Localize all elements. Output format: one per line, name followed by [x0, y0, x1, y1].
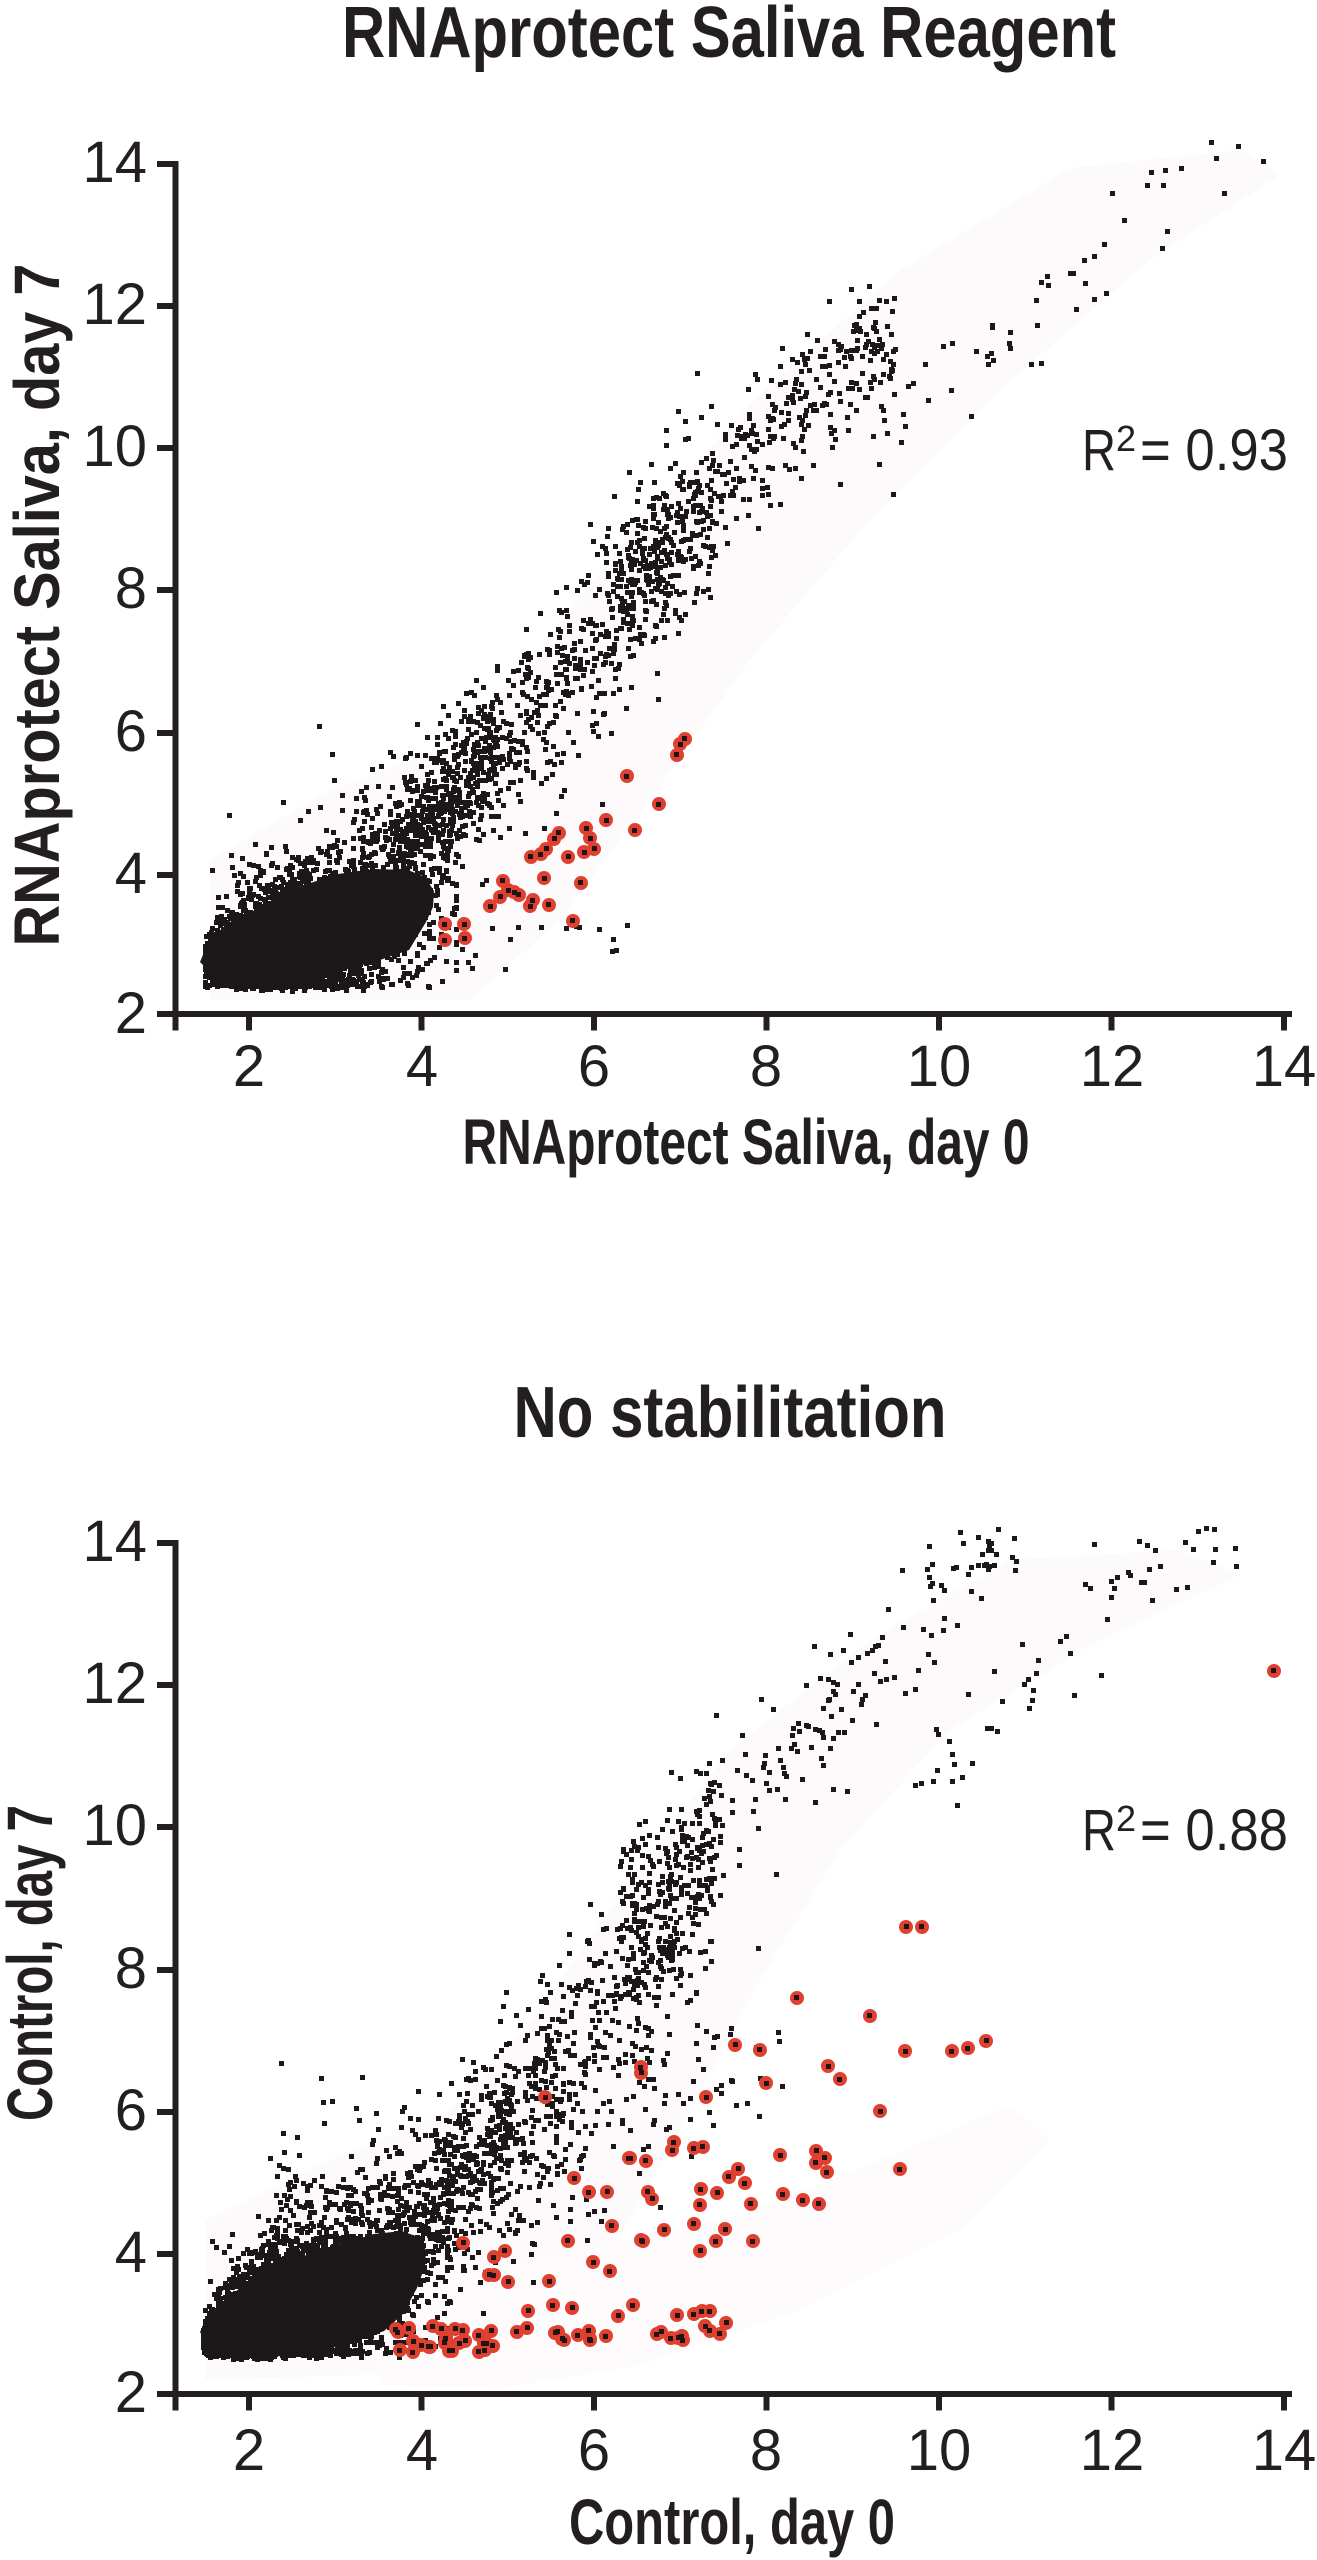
svg-text:14: 14 [1252, 1034, 1317, 1099]
svg-text:6: 6 [578, 2418, 610, 2483]
svg-text:14: 14 [82, 1509, 147, 1574]
svg-text:RNAprotect Saliva, day 0: RNAprotect Saliva, day 0 [463, 1106, 1030, 1178]
svg-text:6: 6 [115, 2078, 147, 2143]
svg-text:10: 10 [907, 2418, 972, 2483]
svg-text:8: 8 [750, 2418, 782, 2483]
svg-text:4: 4 [115, 2220, 147, 2285]
svg-text:12: 12 [1080, 1034, 1145, 1099]
svg-text:Control, day 0: Control, day 0 [569, 2486, 895, 2558]
svg-text:= 0.88: = 0.88 [1140, 1798, 1288, 1863]
svg-text:2: 2 [115, 981, 147, 1046]
svg-text:4: 4 [115, 841, 147, 906]
svg-text:6: 6 [578, 1034, 610, 1099]
svg-text:8: 8 [115, 556, 147, 621]
svg-text:14: 14 [82, 130, 147, 195]
svg-text:RNAprotect Saliva, day 7: RNAprotect Saliva, day 7 [1, 264, 73, 947]
svg-text:12: 12 [82, 272, 147, 337]
svg-text:= 0.93: = 0.93 [1140, 418, 1288, 483]
svg-text:Control, day 7: Control, day 7 [0, 1805, 66, 2121]
svg-text:R: R [1082, 418, 1116, 483]
svg-text:10: 10 [907, 1034, 972, 1099]
svg-text:12: 12 [82, 1651, 147, 1716]
svg-text:4: 4 [406, 2418, 438, 2483]
svg-text:10: 10 [82, 414, 147, 479]
svg-text:8: 8 [115, 1936, 147, 2001]
svg-text:12: 12 [1080, 2418, 1145, 2483]
svg-text:2: 2 [1116, 1798, 1136, 1839]
svg-text:14: 14 [1252, 2418, 1317, 2483]
svg-text:No stabilitation: No stabilitation [514, 1373, 947, 1453]
svg-text:4: 4 [406, 1034, 438, 1099]
svg-text:2: 2 [1116, 418, 1136, 459]
svg-text:2: 2 [233, 1034, 265, 1099]
svg-text:R: R [1082, 1798, 1116, 1863]
svg-text:2: 2 [233, 2418, 265, 2483]
svg-text:8: 8 [750, 1034, 782, 1099]
svg-text:2: 2 [115, 2360, 147, 2425]
svg-text:6: 6 [115, 699, 147, 764]
svg-text:10: 10 [82, 1793, 147, 1858]
svg-text:RNAprotect Saliva Reagent: RNAprotect Saliva Reagent [342, 0, 1116, 73]
